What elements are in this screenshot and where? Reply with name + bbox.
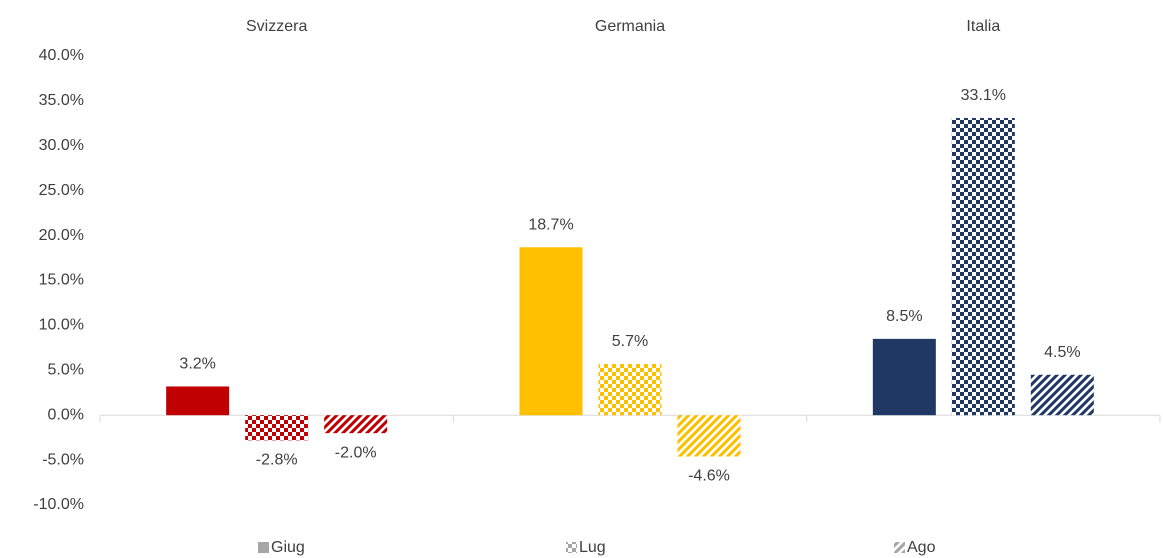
data-label: -4.6% — [688, 468, 730, 485]
bar — [166, 386, 230, 416]
y-tick-label: 30.0% — [39, 137, 84, 154]
y-tick-label: -10.0% — [33, 496, 84, 513]
category-label: Italia — [966, 18, 1000, 35]
legend-swatch — [566, 542, 577, 553]
y-tick-label: -5.0% — [42, 451, 84, 468]
bar — [677, 415, 741, 457]
bar — [872, 338, 936, 416]
legend-label: Ago — [907, 539, 936, 556]
y-tick-label: 20.0% — [39, 227, 84, 244]
data-label: -2.8% — [256, 452, 298, 469]
bar — [324, 415, 388, 434]
y-tick-label: 35.0% — [39, 92, 84, 109]
data-label: 3.2% — [179, 356, 215, 373]
data-label: -2.0% — [335, 444, 377, 461]
data-label: 8.5% — [886, 308, 922, 325]
bar — [245, 415, 309, 441]
data-label: 4.5% — [1044, 344, 1080, 361]
bar — [1030, 374, 1094, 416]
y-tick-label: 0.0% — [48, 406, 84, 423]
y-tick-label: 40.0% — [39, 47, 84, 64]
legend-swatch — [258, 542, 269, 553]
legend-label: Giug — [271, 539, 305, 556]
legend-label: Lug — [579, 539, 606, 556]
bar — [519, 247, 583, 416]
bar — [598, 364, 662, 416]
data-label: 33.1% — [961, 87, 1006, 104]
y-tick-label: 10.0% — [39, 317, 84, 334]
data-label: 5.7% — [612, 333, 648, 350]
data-label: 18.7% — [528, 216, 573, 233]
category-label: Germania — [595, 18, 665, 35]
category-label: Svizzera — [246, 18, 307, 35]
y-tick-label: 15.0% — [39, 272, 84, 289]
y-tick-label: 25.0% — [39, 182, 84, 199]
bar — [951, 117, 1015, 416]
y-tick-label: 5.0% — [48, 362, 84, 379]
legend-swatch — [894, 542, 905, 553]
